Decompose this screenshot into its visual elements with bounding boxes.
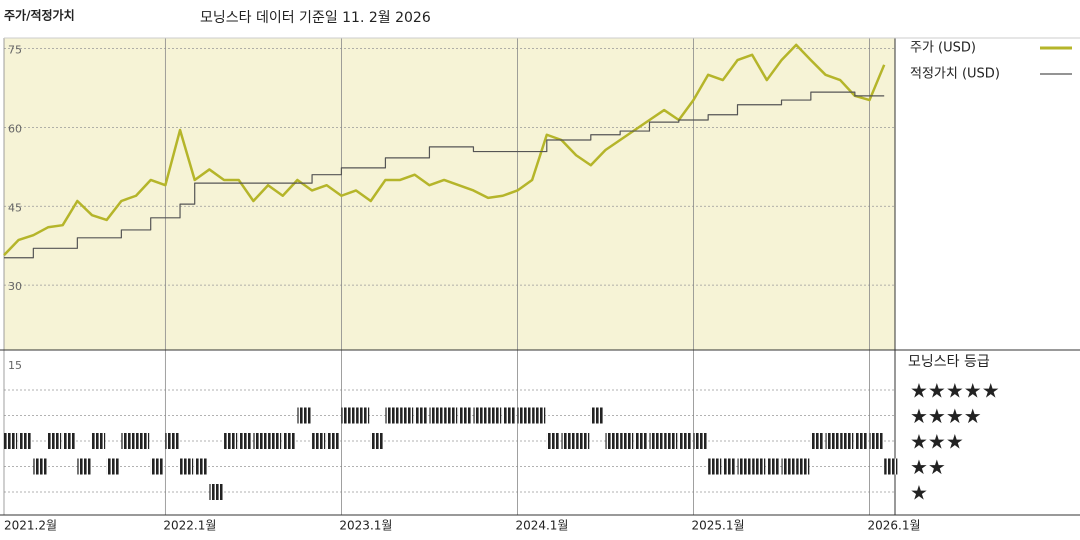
rating-title: 모닝스타 등급 [908,354,990,370]
x-tick-label: 2026.1월 [868,519,921,533]
rating-legend: ★★ [910,455,946,479]
rating-bar [737,458,751,475]
chart-title: 모닝스타 데이터 기준일 11. 2월 2026 [200,10,431,26]
y-tick-label: 15 [8,359,22,372]
rating-bar [18,433,32,449]
rating-bar [312,433,326,449]
rating-bar [4,433,18,449]
rating-bar [869,433,883,449]
rating-bar [840,433,854,449]
rating-legend: ★★★★ [910,404,982,428]
x-tick-label: 2021.2월 [4,519,57,533]
rating-bar [649,433,663,449]
rating-bar [282,433,296,449]
y-tick-label: 60 [8,122,22,135]
rating-legend: ★★★ [910,430,964,454]
rating-bar [150,458,164,475]
x-tick-label: 2025.1월 [691,519,744,533]
rating-bar [444,407,458,424]
rating-bar [165,433,179,449]
rating-bar [576,433,590,449]
rating-bar [517,407,531,424]
rating-bar [194,458,208,475]
rating-bar [106,458,120,475]
rating-bar [136,433,150,449]
rating-bar [781,458,795,475]
rating-bar [693,433,707,449]
rating-bar [825,433,839,449]
rating-bar [253,433,267,449]
rating-bar [341,407,355,424]
rating-bar [708,458,722,475]
rating-bar [620,433,634,449]
rating-bar [722,458,736,475]
y-tick-label: 30 [8,280,22,293]
rating-bar [121,433,135,449]
y-label: 주가/적정가치 [4,8,75,23]
rating-bar [356,407,370,424]
rating-bar [634,433,648,449]
rating-bar [238,433,252,449]
rating-bar [209,484,223,500]
rating-bar [605,433,619,449]
rating-bar [268,433,282,449]
rating-bar [678,433,692,449]
rating-bar [62,433,76,449]
legend-label: 주가 (USD) [910,41,976,56]
rating-bar [224,433,238,449]
rating-bar [752,458,766,475]
rating-bar [297,407,311,424]
rating-bar [370,433,384,449]
rating-bar [400,407,414,424]
x-tick-label: 2024.1월 [515,519,568,533]
rating-bar [854,433,869,449]
series-line [4,91,885,259]
rating-bar [458,407,472,424]
rating-bar [796,458,810,475]
price-panel [4,38,895,350]
rating-bar [810,433,825,449]
rating-bar [766,458,781,475]
rating-legend: ★ [910,481,928,505]
rating-bar [502,407,516,424]
rating-bar [385,407,399,424]
rating-bar [884,458,898,475]
rating-bar [48,433,62,449]
rating-bar [429,407,443,424]
y-tick-label: 75 [8,44,22,57]
rating-bar [488,407,502,424]
rating-bar [414,407,428,424]
rating-bar [473,407,487,424]
series-line [3,43,886,257]
y-tick-label: 45 [8,201,22,214]
rating-legend: ★★★★★ [910,379,1000,403]
rating-bar [180,458,194,475]
x-tick-label: 2022.1월 [163,519,216,533]
rating-bar [77,458,91,475]
legend-label: 적정가치 (USD) [910,67,1000,82]
rating-bar [590,407,604,424]
rating-bar [664,433,678,449]
rating-bar [326,433,340,449]
x-tick-label: 2023.1월 [339,519,392,533]
rating-bar [561,433,575,449]
rating-bar [92,433,106,449]
rating-bar [546,433,560,449]
rating-bar [532,407,546,424]
rating-bar [33,458,47,475]
